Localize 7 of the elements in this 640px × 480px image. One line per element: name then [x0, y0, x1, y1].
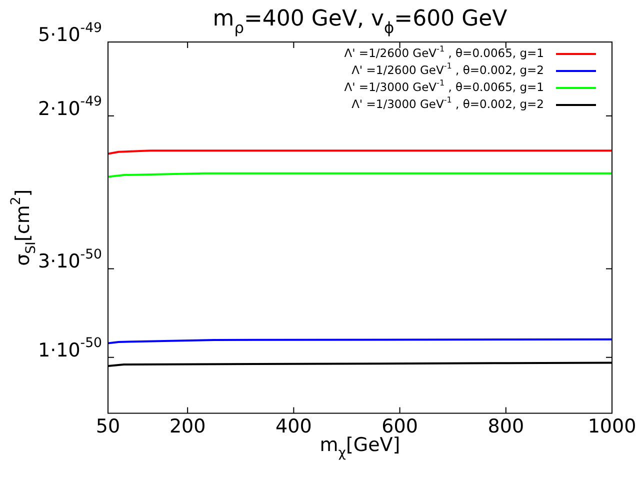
y-axis-title: σSI[cm2] — [8, 189, 40, 266]
x-tick-label: 200 — [169, 416, 206, 438]
x-tick-label: 800 — [488, 416, 524, 438]
x-tick-label: 1000 — [588, 416, 636, 438]
x-tick-label: 50 — [96, 416, 120, 438]
x-tick-label: 600 — [382, 416, 418, 438]
x-tick-label: 400 — [276, 416, 312, 438]
